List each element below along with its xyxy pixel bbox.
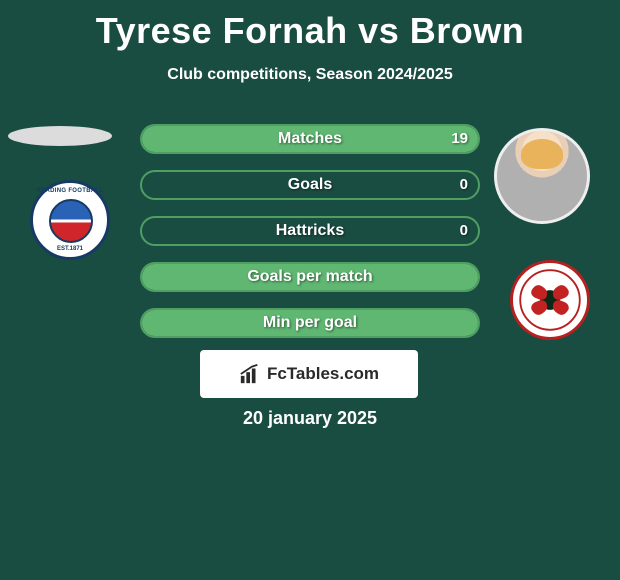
club-left-crest: READING FOOTBALL EST.1871 (30, 180, 110, 260)
stat-label: Min per goal (142, 310, 478, 336)
stat-label: Goals (142, 172, 478, 198)
stat-row: Min per goal (140, 308, 480, 338)
stat-row: Matches19 (140, 124, 480, 154)
stat-label: Matches (142, 126, 478, 152)
stat-row: Hattricks0 (140, 216, 480, 246)
club-right-crest (510, 260, 590, 340)
stat-value-right: 0 (460, 172, 468, 198)
footer-date: 20 january 2025 (0, 408, 620, 429)
stat-row: Goals0 (140, 170, 480, 200)
brand-badge[interactable]: FcTables.com (200, 350, 418, 398)
page-subtitle: Club competitions, Season 2024/2025 (0, 66, 620, 84)
bars-icon (239, 363, 261, 385)
stat-label: Hattricks (142, 218, 478, 244)
stats-list: Matches19Goals0Hattricks0Goals per match… (140, 124, 480, 354)
stat-label: Goals per match (142, 264, 478, 290)
club-left-est: EST.1871 (33, 246, 107, 252)
player-left-photo (8, 126, 112, 146)
stat-value-right: 0 (460, 218, 468, 244)
dragons-icon (519, 269, 581, 331)
brand-text: FcTables.com (267, 364, 379, 384)
stat-value-right: 19 (451, 126, 468, 152)
stat-row: Goals per match (140, 262, 480, 292)
club-left-text: READING FOOTBALL (33, 188, 107, 194)
page-title: Tyrese Fornah vs Brown (0, 0, 620, 52)
comparison-card: Tyrese Fornah vs Brown Club competitions… (0, 0, 620, 580)
player-right-photo (494, 128, 590, 224)
